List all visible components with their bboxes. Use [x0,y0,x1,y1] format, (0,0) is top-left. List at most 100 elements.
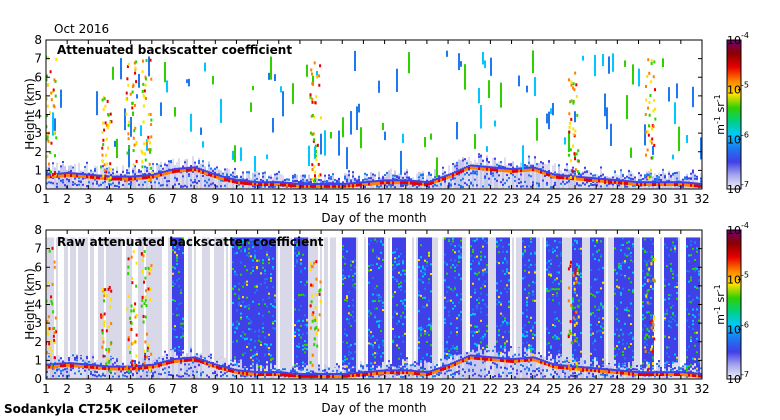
x-tick-label: 5 [127,382,135,396]
x-tick-label: 12 [271,382,286,396]
x-tick-label: 19 [419,192,434,206]
y-tick-label: 3 [34,126,42,140]
x-tick-label: 11 [250,382,265,396]
y-tick-label: 5 [34,89,42,103]
colorbar-tick-exponent: -6 [741,130,749,139]
x-tick-label: 9 [211,192,219,206]
x-tick-label: 31 [673,192,688,206]
x-tick-label: 18 [398,192,413,206]
colorbar-tick-label: 10 [727,34,741,47]
x-tick-label: 2 [63,192,71,206]
y-tick-label: 1 [34,353,42,367]
plot-area-top [46,40,702,189]
colorbar-tick-label: 10 [727,224,741,237]
x-tick-label: 13 [292,382,307,396]
x-tick-label: 28 [610,382,625,396]
colorbar-tick-label: 10 [727,274,741,287]
colorbar-scale [726,229,742,380]
colorbar-tick-exponent: -5 [741,81,749,90]
x-tick-label: 21 [462,192,477,206]
x-tick-label: 29 [631,192,646,206]
colorbar-unit: m-1 sr-1 [713,284,727,324]
x-tick-label: 8 [190,192,198,206]
colorbar-tick-exponent: -5 [741,271,749,280]
x-tick-label: 32 [694,382,709,396]
colorbar-tick-exponent: -7 [741,180,749,189]
x-tick-label: 13 [292,192,307,206]
x-tick-label: 4 [106,192,114,206]
y-tick-label: 1 [34,163,42,177]
x-tick-label: 6 [148,382,156,396]
y-tick-label: 4 [34,298,42,312]
xlabel-bottom: Day of the month [321,401,426,415]
xlabel-top: Day of the month [321,211,426,225]
x-tick-label: 24 [525,382,540,396]
colorbar-bottom: 10-410-510-610 -7m-1 sr-1 [713,221,749,386]
x-tick-label: 23 [504,192,519,206]
x-tick-label: 11 [250,192,265,206]
y-tick-label: 2 [34,335,42,349]
x-tick-label: 12 [271,192,286,206]
y-tick-label: 7 [34,242,42,256]
x-tick-label: 3 [85,382,93,396]
x-tick-label: 6 [148,192,156,206]
y-tick-label: 7 [34,52,42,66]
x-tick-label: 7 [169,382,177,396]
x-tick-label: 8 [190,382,198,396]
x-tick-label: 10 [229,192,244,206]
x-tick-label: 23 [504,382,519,396]
colorbar-tick-exponent: -7 [741,370,749,379]
heatmap-top [46,50,702,189]
colorbar-unit: m-1 sr-1 [713,94,727,134]
colorbar-tick-label: 10 [727,323,741,336]
x-tick-label: 28 [610,192,625,206]
x-tick-label: 27 [589,382,604,396]
x-tick-label: 26 [567,192,582,206]
x-tick-label: 14 [313,192,328,206]
y-tick-label: 4 [34,108,42,122]
x-tick-label: 19 [419,382,434,396]
x-tick-label: 16 [356,382,371,396]
x-tick-label: 29 [631,382,646,396]
x-tick-label: 7 [169,192,177,206]
y-tick-label: 8 [34,33,42,47]
y-tick-label: 3 [34,316,42,330]
x-tick-label: 5 [127,192,135,206]
panel-title-bottom: Raw attenuated backscatter coefficient [57,235,324,249]
x-tick-label: 3 [85,192,93,206]
x-tick-label: 10 [229,382,244,396]
x-tick-label: 9 [211,382,219,396]
x-tick-label: 14 [313,382,328,396]
x-tick-label: 17 [377,382,392,396]
x-tick-label: 20 [440,382,455,396]
x-tick-label: 18 [398,382,413,396]
x-tick-label: 32 [694,192,709,206]
x-tick-label: 1 [42,382,50,396]
colorbar-tick-exponent: -4 [741,221,749,230]
colorbar-scale [726,39,742,190]
y-tick-label: 6 [34,260,42,274]
x-tick-label: 22 [483,382,498,396]
x-tick-label: 27 [589,192,604,206]
panel-top: 1 2 3 4 5 6 7 8 9 10 11 12 13 14 15 16 17 18 19 20 21 22 23 24 2… [23,33,710,225]
x-tick-label: 17 [377,192,392,206]
x-tick-label: 26 [567,382,582,396]
colorbar-tick-label: 10 [727,373,741,386]
y-tick-label: 2 [34,145,42,159]
x-tick-label: 16 [356,192,371,206]
colorbar-tick-label: 10 [727,183,741,196]
x-tick-label: 4 [106,382,114,396]
colorbar-tick-exponent: -6 [741,320,749,329]
panel-title-top: Attenuated backscatter coefficient [57,43,292,57]
y-tick-label: 5 [34,279,42,293]
ylabel-bottom: Height (km) [23,268,37,339]
panel-bottom: 1 2 3 4 5 6 7 8 9 10 11 12 13 14 15 16 17 18 19 20 21 22 23 24 2… [23,223,710,415]
ylabel-top: Height (km) [23,78,37,149]
site-label: Sodankyla CT25K ceilometer [4,402,198,416]
x-tick-label: 20 [440,192,455,206]
y-tick-label: 6 [34,70,42,84]
x-tick-label: 31 [673,382,688,396]
x-tick-label: 15 [335,192,350,206]
x-tick-label: 22 [483,192,498,206]
